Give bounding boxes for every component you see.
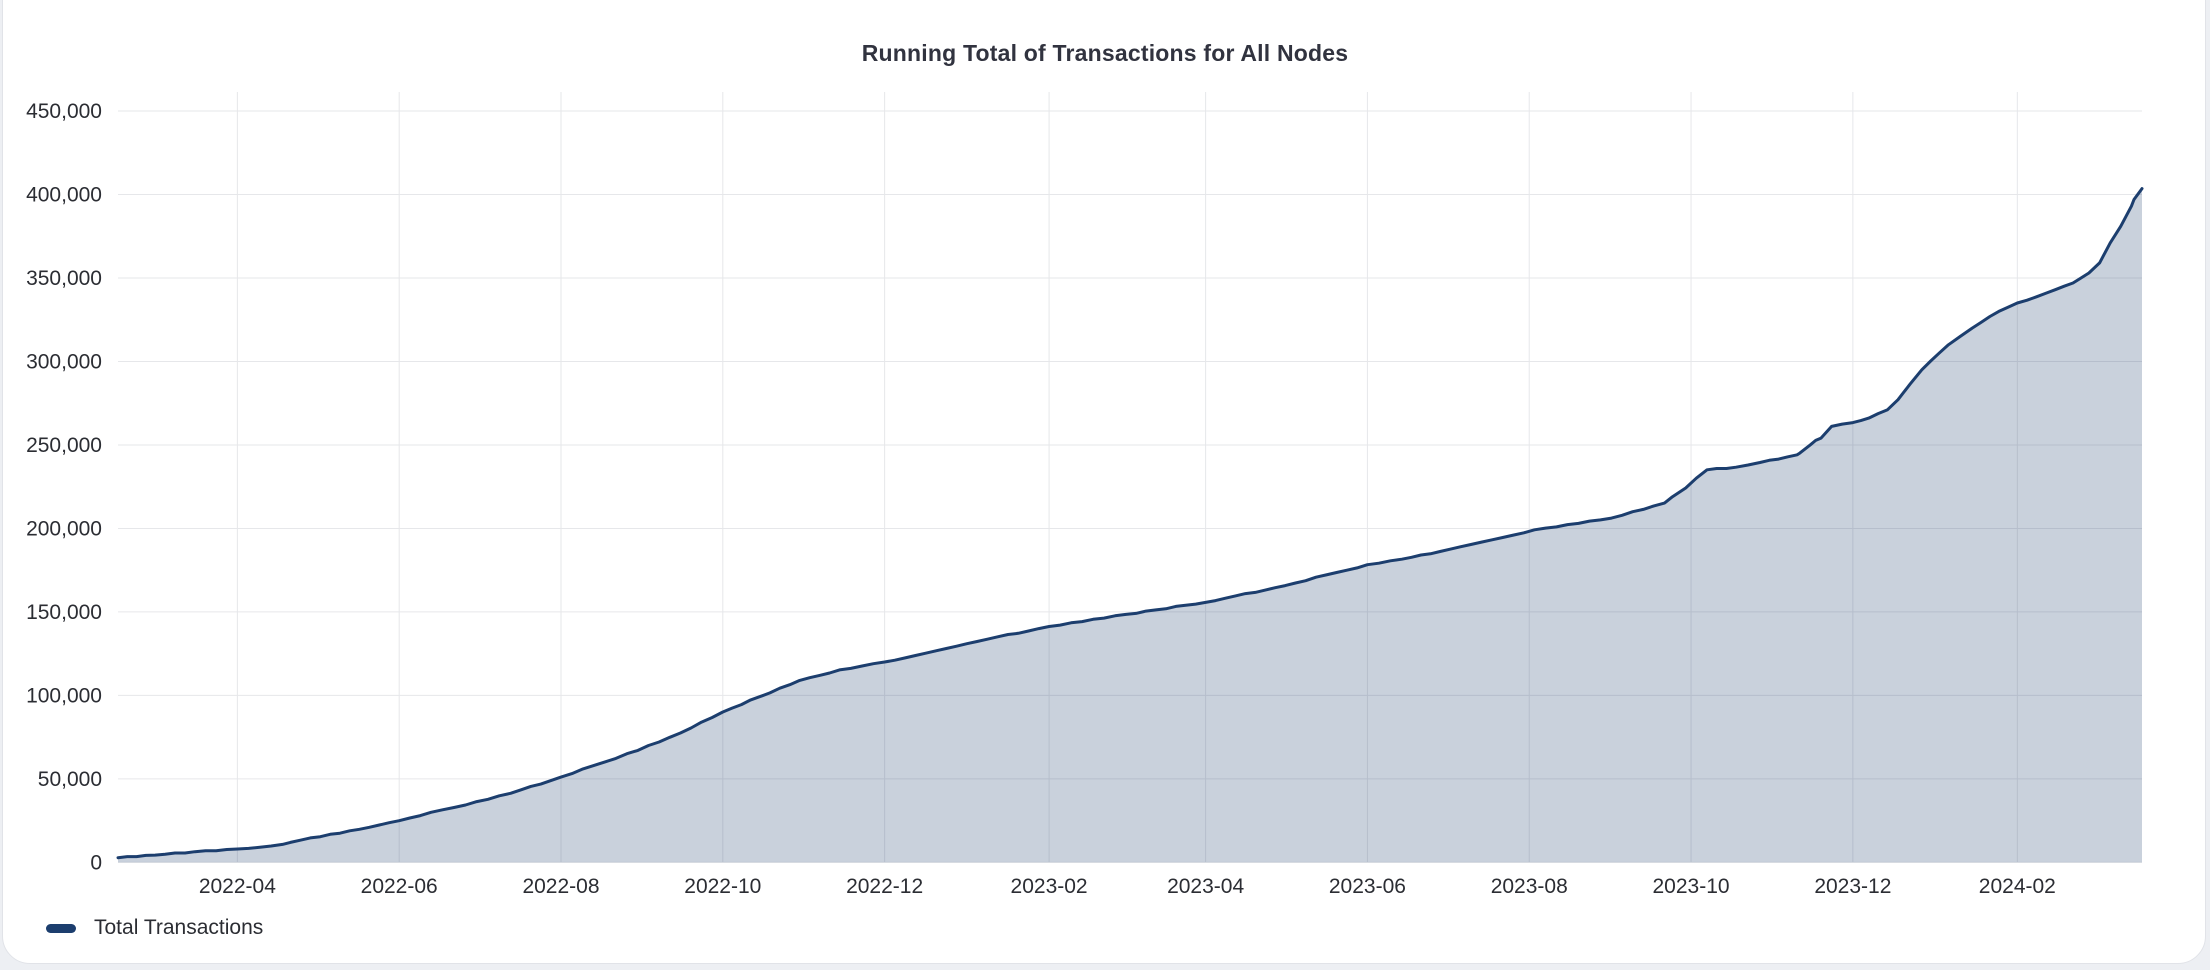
legend-line-swatch bbox=[46, 923, 76, 933]
y-tick-label: 250,000 bbox=[26, 434, 102, 457]
x-tick-label: 2022-04 bbox=[199, 875, 276, 898]
x-tick-label: 2022-08 bbox=[522, 875, 599, 898]
x-tick-label: 2023-04 bbox=[1167, 875, 1244, 898]
y-tick-label: 0 bbox=[90, 851, 102, 874]
x-tick-label: 2022-10 bbox=[684, 875, 761, 898]
y-tick-label: 50,000 bbox=[38, 768, 102, 791]
x-tick-label: 2023-02 bbox=[1011, 875, 1088, 898]
y-tick-label: 150,000 bbox=[26, 601, 102, 624]
chart-title: Running Total of Transactions for All No… bbox=[861, 40, 1349, 66]
x-tick-label: 2023-08 bbox=[1491, 875, 1568, 898]
x-tick-label: 2023-10 bbox=[1653, 875, 1730, 898]
x-tick-label: 2022-06 bbox=[361, 875, 438, 898]
y-tick-label: 400,000 bbox=[26, 183, 102, 206]
y-tick-label: 200,000 bbox=[26, 517, 102, 540]
x-tick-label: 2022-12 bbox=[846, 875, 923, 898]
y-tick-label: 450,000 bbox=[26, 100, 102, 123]
legend-item-total-transactions[interactable]: Total Transactions bbox=[46, 916, 263, 940]
legend: Total Transactions bbox=[46, 916, 263, 940]
series-line-total-transactions[interactable] bbox=[116, 187, 2144, 860]
y-tick-label: 350,000 bbox=[26, 267, 102, 290]
x-tick-label: 2023-06 bbox=[1329, 875, 1406, 898]
x-tick-label: 2024-02 bbox=[1979, 875, 2056, 898]
legend-label: Total Transactions bbox=[94, 916, 264, 939]
x-tick-label: 2023-12 bbox=[1814, 875, 1891, 898]
series-area-fill bbox=[118, 188, 2142, 863]
y-tick-label: 300,000 bbox=[26, 350, 102, 373]
y-tick-label: 100,000 bbox=[26, 684, 102, 707]
